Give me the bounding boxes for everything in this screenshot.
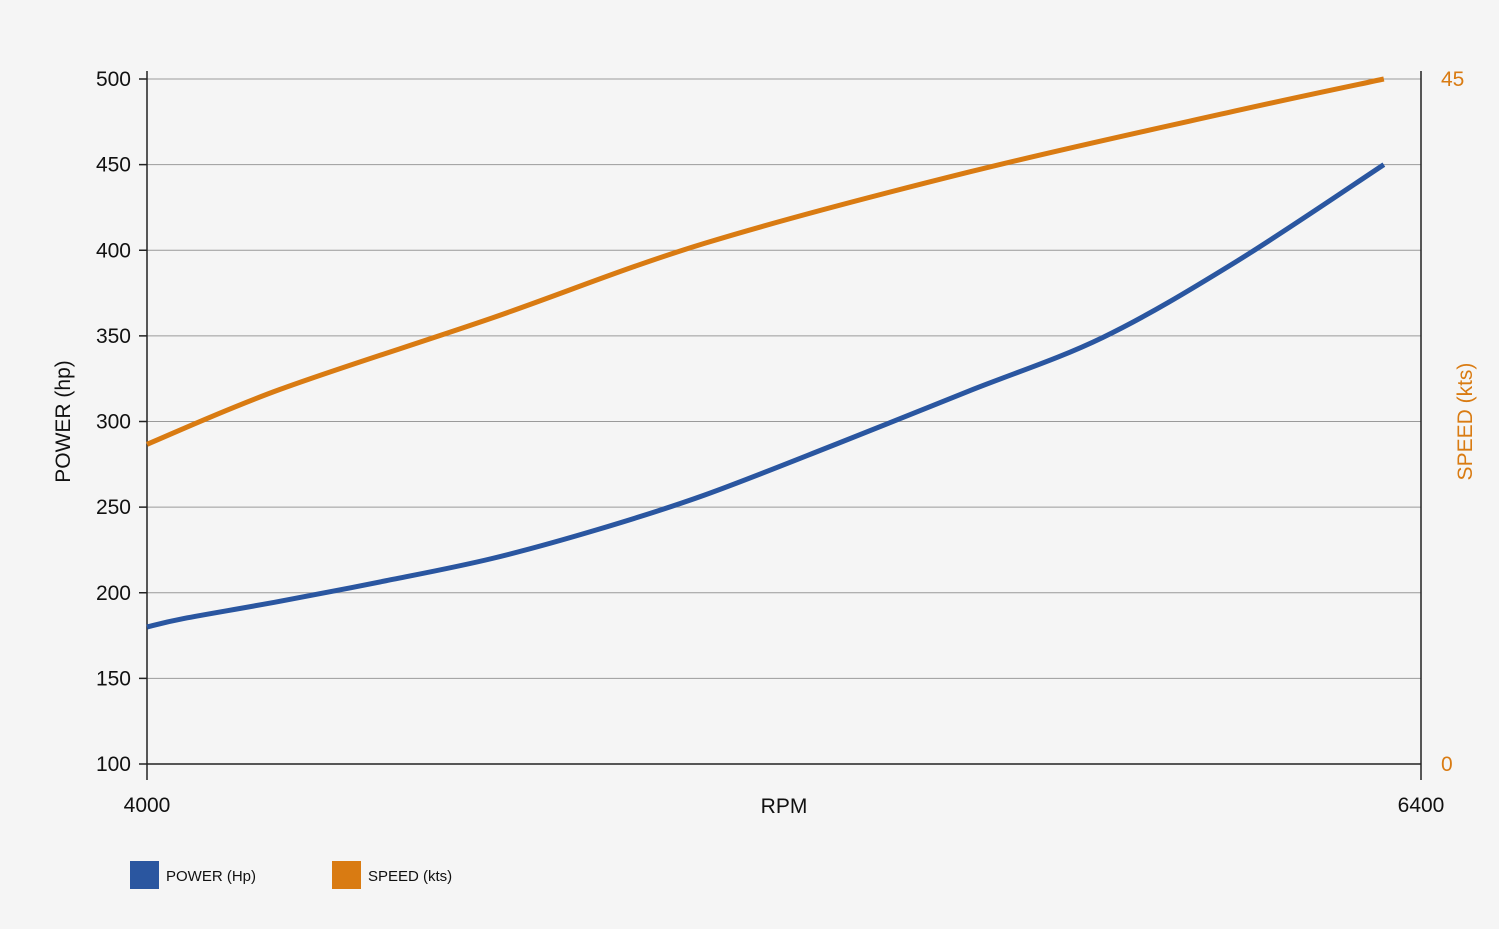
y-left-tick-150: 150	[96, 667, 131, 690]
legend: POWER (Hp) SPEED (kts)	[130, 861, 452, 889]
legend-label-speed: SPEED (kts)	[368, 868, 452, 885]
y-axis-left-title: POWER (hp)	[52, 360, 75, 483]
legend-swatch-speed	[332, 861, 361, 889]
y-axis-right-title: SPEED (kts)	[1454, 363, 1477, 481]
y-left-tick-200: 200	[96, 582, 131, 605]
y-left-tick-400: 400	[96, 239, 131, 262]
series-line-speed	[146, 76, 1385, 447]
x-tick-4000: 4000	[124, 794, 171, 817]
y-right-tick-45: 45	[1441, 68, 1464, 91]
legend-swatch-power	[130, 861, 159, 889]
y-left-tick-300: 300	[96, 411, 131, 434]
y-left-tick-450: 450	[96, 154, 131, 177]
x-tick-6400: 6400	[1398, 794, 1445, 817]
series-lines	[146, 76, 1386, 630]
grid-lines	[147, 78, 1421, 679]
y-left-tick-500: 500	[96, 68, 131, 91]
y-left-tick-250: 250	[96, 496, 131, 519]
y-left-tick-350: 350	[96, 325, 131, 348]
y-left-tick-100: 100	[96, 753, 131, 776]
series-line-power	[146, 162, 1386, 630]
legend-label-power: POWER (Hp)	[166, 868, 256, 885]
y-right-tick-0: 0	[1441, 753, 1453, 776]
axes	[139, 71, 1422, 780]
x-axis-title: RPM	[761, 795, 808, 818]
tick-labels: 100 150 200 250 300 350 400 450 500 4000 6400 0 45	[96, 68, 1464, 817]
